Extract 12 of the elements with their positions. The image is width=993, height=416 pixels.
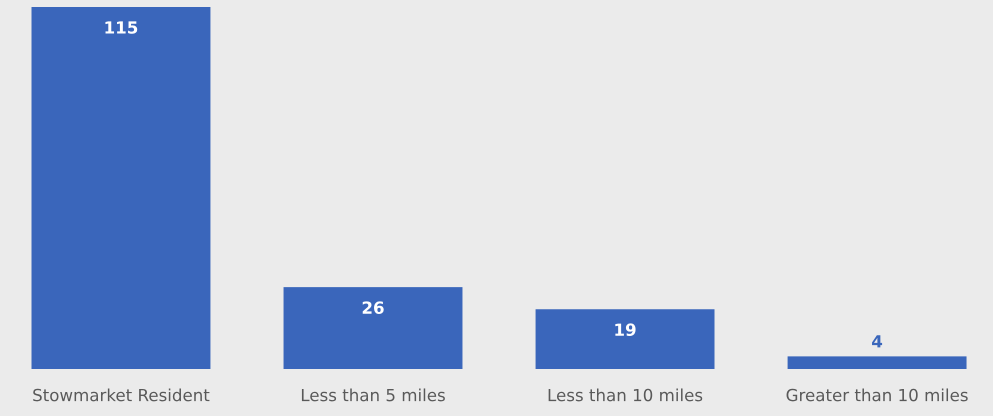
x-tick-label: Greater than 10 miles xyxy=(786,388,968,402)
data-label: 19 xyxy=(615,323,636,336)
x-tick-label: Stowmarket Resident xyxy=(33,388,210,402)
bar xyxy=(284,287,462,369)
data-label: 4 xyxy=(872,335,882,348)
x-tick-label: Less than 10 miles xyxy=(548,388,702,402)
data-label: 115 xyxy=(105,21,138,34)
bar xyxy=(536,309,715,369)
bar xyxy=(788,356,967,369)
x-tick-label: Less than 5 miles xyxy=(302,388,445,402)
bar xyxy=(32,7,210,369)
data-label: 26 xyxy=(362,301,384,314)
